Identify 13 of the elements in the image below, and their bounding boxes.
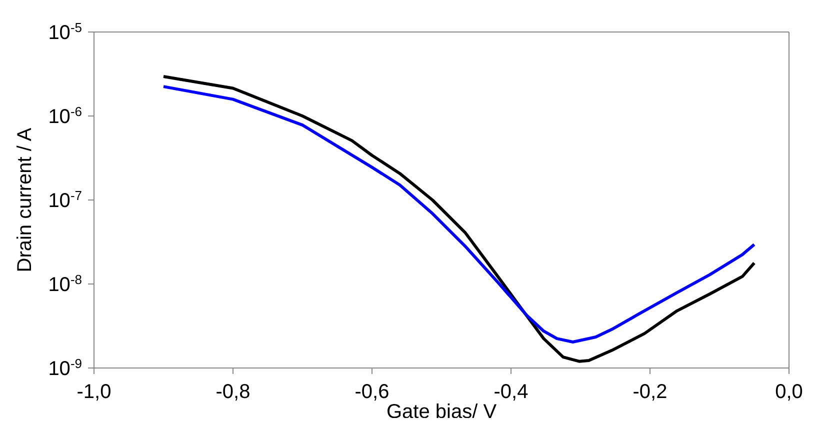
- x-tick-label: -0,6: [354, 381, 390, 403]
- y-tick-label: 10$^{-6}$: [48, 104, 82, 128]
- x-tick-label: -1,0: [76, 381, 112, 403]
- y-tick-label: 10$^{-8}$: [48, 272, 82, 296]
- x-axis-title: Gate bias/ V: [386, 401, 498, 423]
- x-tick-label: 0,0: [775, 381, 803, 403]
- x-tick-label: -0,8: [216, 381, 250, 403]
- x-tick-label: -0,2: [632, 381, 668, 403]
- y-axis-title: Drain current / A: [14, 127, 36, 272]
- y-tick-label: 10$^{-9}$: [48, 356, 82, 380]
- x-tick-label: -0,4: [494, 381, 528, 403]
- y-tick-label: 10$^{-7}$: [48, 188, 82, 212]
- y-tick-label: 10$^{-5}$: [48, 20, 82, 44]
